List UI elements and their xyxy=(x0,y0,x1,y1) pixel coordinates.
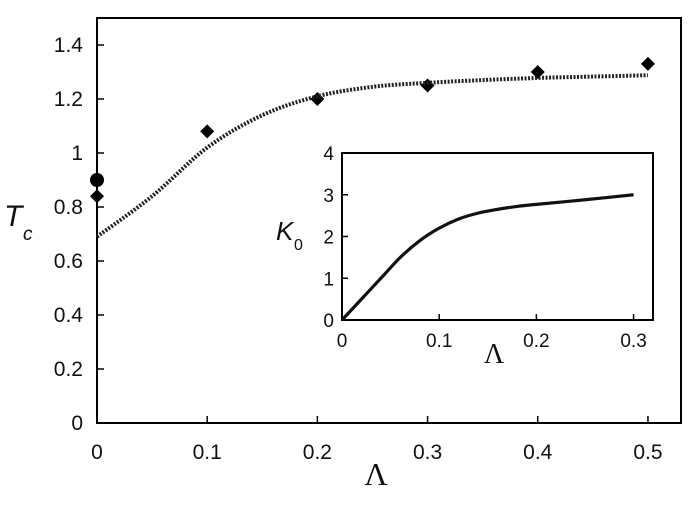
main-axis-ticks xyxy=(96,44,649,424)
main-x-axis-label: Λ xyxy=(364,456,387,492)
main-y-tick-label: 0.2 xyxy=(54,358,83,381)
main-y-tick-label: 0.4 xyxy=(54,304,84,327)
diamond-data-point xyxy=(200,124,215,139)
main-plot-frame xyxy=(96,17,682,424)
inset-y-tick-label: 1 xyxy=(323,269,334,290)
main-y-tick-label: 0.8 xyxy=(54,196,83,219)
inset-series-line xyxy=(340,193,634,322)
main-x-tick-label: 0.2 xyxy=(303,441,332,464)
main-x-tick-label: 0 xyxy=(91,441,103,464)
main-y-tick-label: 0 xyxy=(71,412,83,435)
inset-y-axis-label: K xyxy=(276,216,295,246)
main-y-tick-label: 0.6 xyxy=(54,250,83,273)
main-x-tick-label: 0.3 xyxy=(413,441,442,464)
inset-y-axis-label-subscript: 0 xyxy=(294,237,303,254)
main-tick-labels: 0 0.1 0.2 0.3 0.4 0.5 0 0.2 0.4 0.6 0.8 1 1.2 1.4 xyxy=(54,34,663,464)
diamond-data-point xyxy=(530,65,545,79)
main-series-line xyxy=(95,73,648,239)
main-y-axis-label: T xyxy=(4,200,25,233)
inset-y-tick-label: 0 xyxy=(323,311,334,332)
inset-y-tick-label: 4 xyxy=(323,144,334,165)
inset-tick-labels: 0 0.1 0.2 0.3 0 1 2 3 4 xyxy=(323,144,646,352)
inset-y-tick-label: 2 xyxy=(323,228,334,249)
inset-x-tick-label: 0.2 xyxy=(523,331,549,352)
inset-series xyxy=(340,193,634,322)
diamond-data-point xyxy=(640,56,655,71)
main-y-tick-label: 1.4 xyxy=(54,34,84,57)
main-y-tick-label: 1.2 xyxy=(54,88,83,111)
main-y-axis-label-subscript: c xyxy=(23,224,33,245)
inset-x-tick-label: 0 xyxy=(337,331,348,352)
inset-y-tick-label: 3 xyxy=(323,186,334,207)
diamond-data-point xyxy=(90,189,104,204)
main-y-tick-label: 1 xyxy=(71,142,83,165)
diamond-data-point xyxy=(310,92,325,106)
inset-x-tick-label: 0.3 xyxy=(620,331,646,352)
main-x-tick-label: 0.4 xyxy=(523,441,553,464)
inset-x-tick-label: 0.1 xyxy=(426,331,452,352)
inset-background xyxy=(342,153,653,320)
main-x-tick-label: 0.5 xyxy=(633,441,662,464)
diamond-data-point xyxy=(420,78,435,93)
inset-axis-ticks xyxy=(341,152,635,321)
inset-x-axis-label: Λ xyxy=(484,339,505,370)
main-series xyxy=(90,56,655,239)
main-x-tick-label: 0.1 xyxy=(193,441,222,464)
circle-data-point xyxy=(90,173,104,187)
